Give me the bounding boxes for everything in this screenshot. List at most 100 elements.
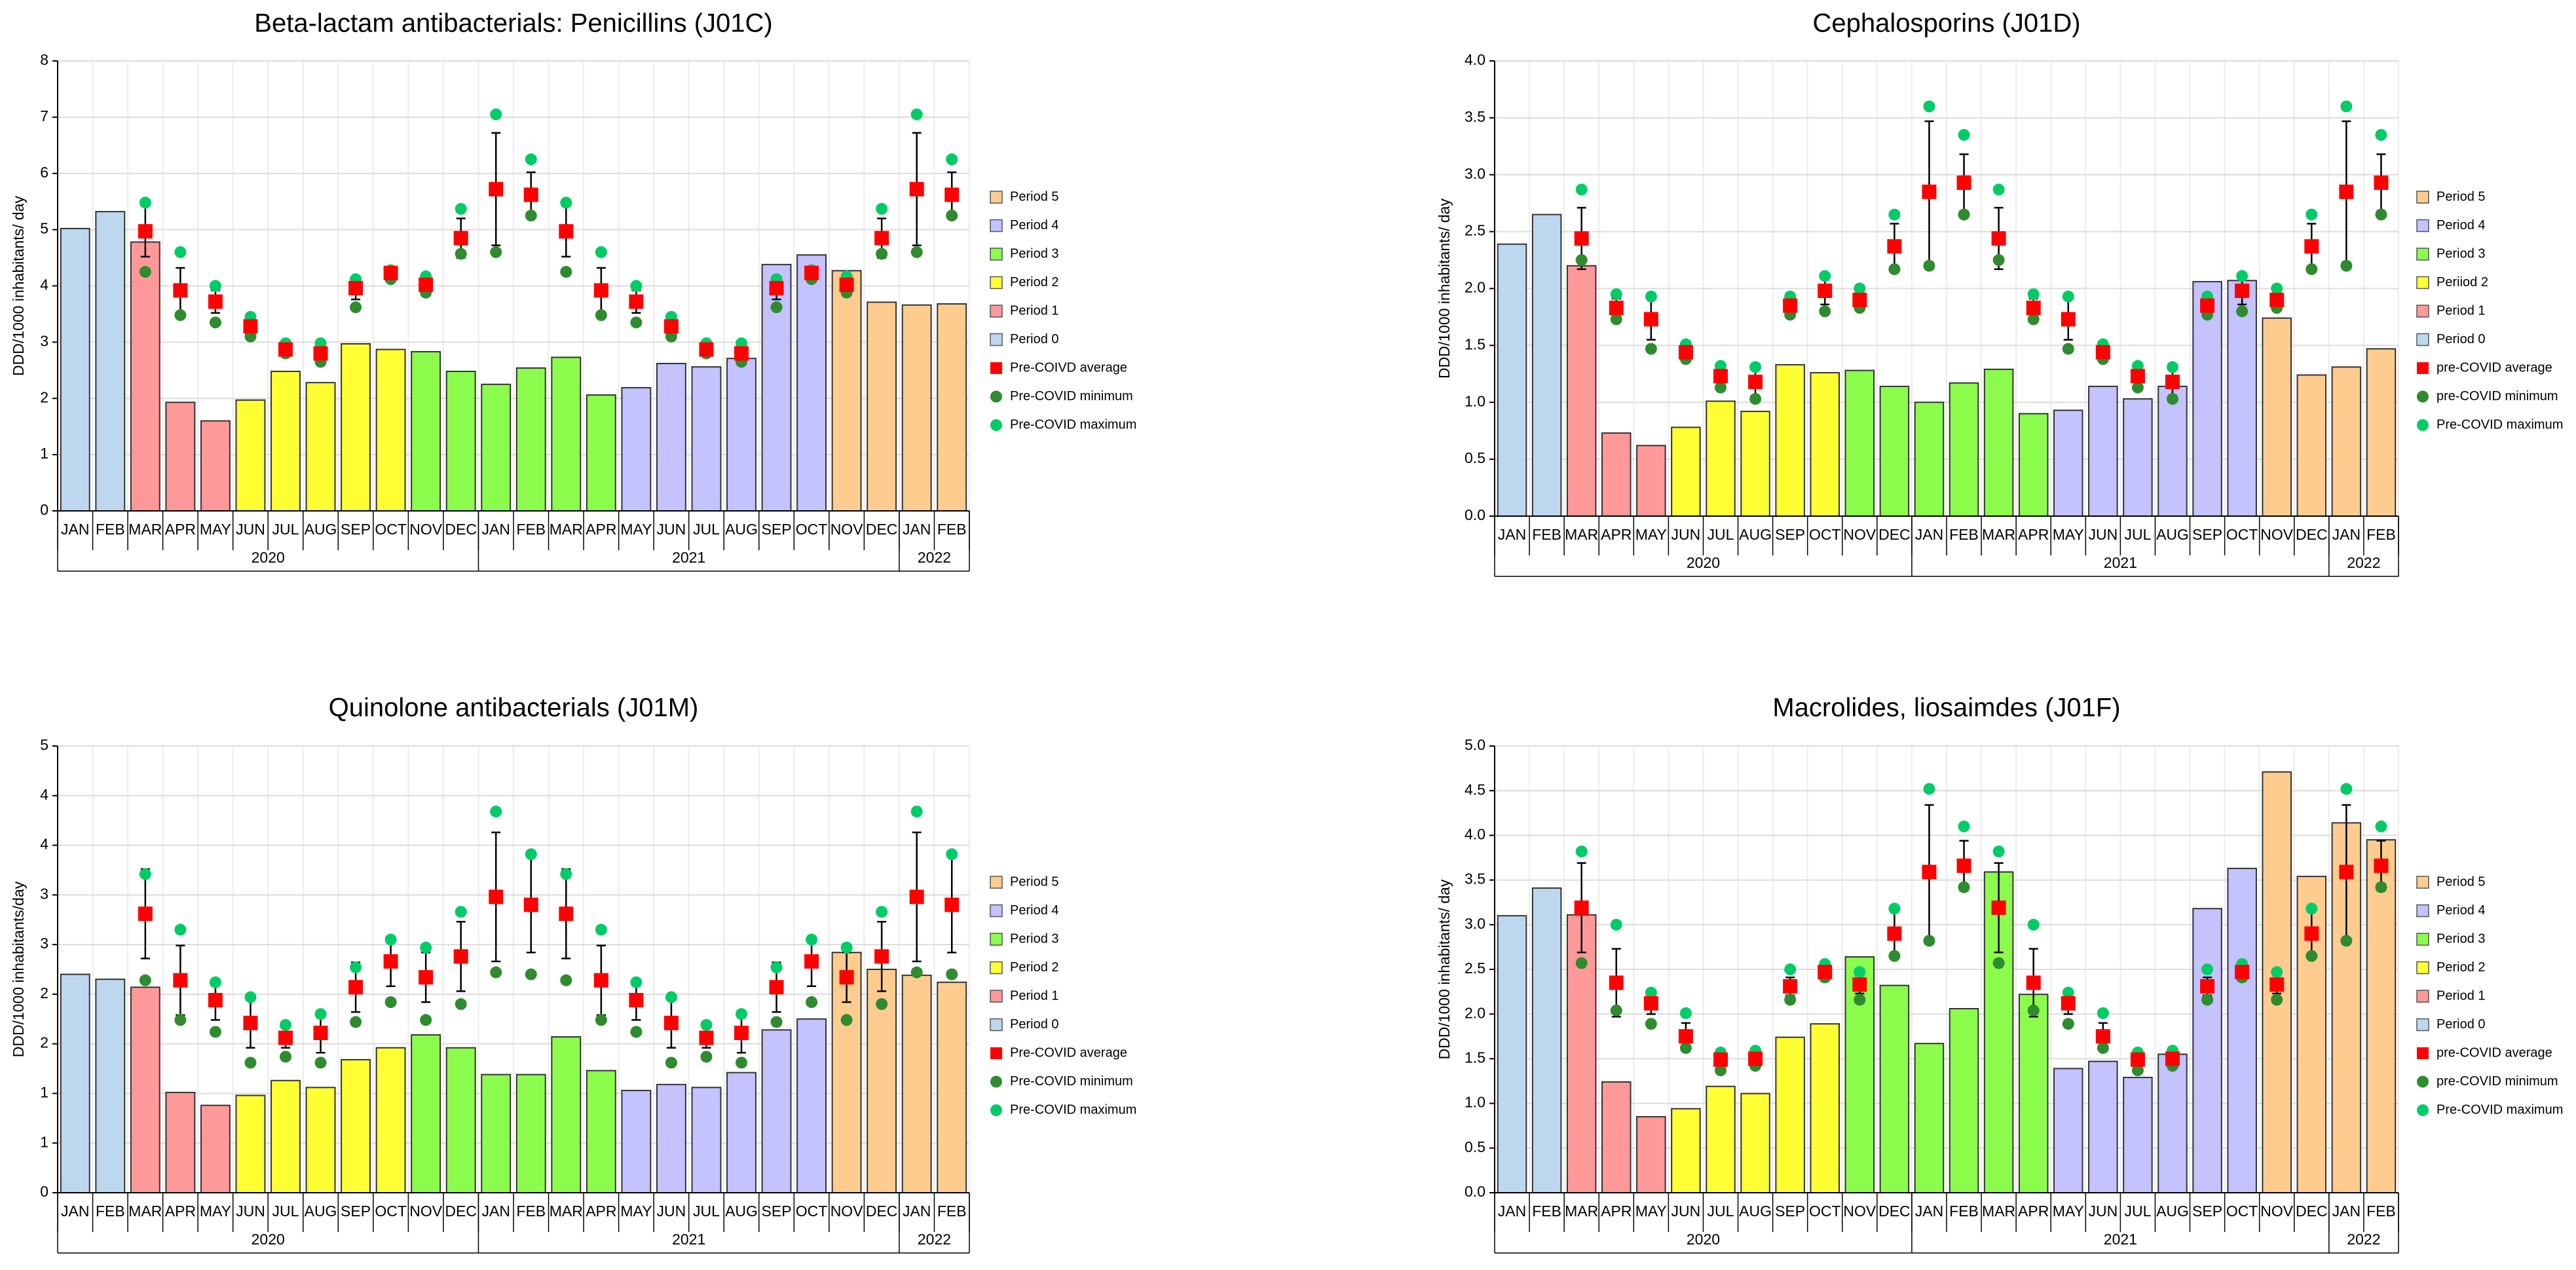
average-marker	[909, 889, 924, 905]
bar	[656, 363, 686, 512]
average-marker	[559, 224, 574, 239]
bar	[901, 304, 932, 512]
bar	[60, 973, 90, 1193]
bar	[1740, 1093, 1770, 1193]
y-tick-label: 5.0	[1465, 736, 1485, 753]
point-marker	[2062, 343, 2074, 355]
legend-swatch	[2416, 990, 2429, 1003]
point-marker	[2027, 313, 2040, 326]
x-tick-label: DEC	[866, 521, 898, 538]
point-marker	[1854, 282, 1866, 295]
y-tick-label: 0	[40, 1183, 48, 1200]
legend-label: Period 1	[1010, 988, 1059, 1003]
point-marker	[2062, 986, 2074, 999]
chart-title: Cephalosporins (J01D)	[1812, 9, 2080, 38]
average-marker	[173, 973, 188, 988]
x-tick-label: DEC	[1878, 1203, 1911, 1220]
legend-swatch	[2417, 390, 2429, 403]
bar	[1879, 984, 1910, 1193]
legend-swatch	[990, 219, 1003, 233]
legend-swatch	[2416, 933, 2429, 946]
point-marker	[910, 246, 923, 258]
point-marker	[209, 976, 221, 988]
legend-label: Period 3	[2436, 246, 2486, 261]
legend-swatch	[990, 419, 1002, 431]
point-marker	[1992, 957, 2005, 969]
average-marker	[1748, 1051, 1763, 1066]
legend-label: Pre-COVID minimum	[1010, 1074, 1133, 1089]
point-marker	[1645, 343, 1657, 355]
bar	[341, 1058, 371, 1193]
point-marker	[384, 996, 397, 1009]
bar	[60, 227, 90, 512]
average-marker	[874, 231, 889, 246]
average-marker	[1713, 369, 1728, 384]
bar	[200, 420, 231, 512]
legend-swatch	[990, 904, 1003, 918]
y-tick-label: 1.5	[1465, 1049, 1485, 1066]
legend-label: Period 2	[2436, 960, 2486, 975]
x-tick-label: FEB	[96, 1203, 125, 1220]
y-tick-label: 5	[40, 220, 48, 237]
x-tick-label: NOV	[2260, 1203, 2294, 1220]
average-marker	[2235, 965, 2250, 980]
x-tick-label: JAN	[1498, 526, 1526, 543]
point-marker	[2167, 393, 2178, 405]
point-marker	[630, 1026, 643, 1038]
average-marker	[1643, 312, 1658, 327]
legend-label: Period 1	[2436, 988, 2486, 1003]
point-marker	[665, 1056, 677, 1069]
average-marker	[2339, 865, 2354, 880]
x-tick-label: FEB	[516, 1203, 546, 1220]
x-tick-label: AUG	[2156, 526, 2189, 543]
average-marker	[2304, 239, 2319, 254]
point-marker	[490, 246, 502, 258]
bar	[1531, 214, 1562, 517]
average-marker	[1678, 1029, 1693, 1044]
point-marker	[910, 806, 923, 818]
legend-label: Period 0	[2436, 1017, 2486, 1032]
bar	[1601, 1081, 1632, 1194]
point-marker	[2375, 128, 2387, 141]
y-axis-title: DDD/1000 inhabitants/ day	[10, 196, 27, 376]
point-marker	[736, 1008, 747, 1020]
legend-label: Period 3	[1010, 246, 1059, 261]
average-marker	[734, 1025, 749, 1040]
x-tick-label: OCT	[1809, 1203, 1841, 1220]
point-marker	[139, 974, 151, 986]
legend-swatch	[990, 1018, 1003, 1032]
legend-label: Pre-COIVD average	[1010, 360, 1127, 375]
y-tick-label: 3.0	[1465, 915, 1485, 932]
bar	[726, 358, 756, 512]
x-tick-label: FEB	[937, 1203, 967, 1220]
x-tick-label: FEB	[96, 521, 125, 538]
bar	[271, 1079, 301, 1193]
point-marker	[174, 309, 187, 322]
x-tick-label: JAN	[61, 1203, 89, 1220]
average-marker	[2061, 996, 2076, 1011]
average-marker	[138, 906, 153, 922]
legend-label: Period 4	[1010, 218, 1059, 233]
legend-swatch	[990, 1047, 1002, 1059]
bar	[305, 1087, 336, 1193]
bar	[2192, 908, 2222, 1194]
average-marker	[1609, 975, 1624, 990]
legend-label: Pre-COVID minimum	[1010, 389, 1133, 403]
bar	[2157, 1053, 2188, 1193]
bar	[1740, 411, 1770, 517]
bar	[1566, 265, 1597, 517]
point-marker	[2236, 270, 2249, 282]
point-marker	[1679, 1007, 1692, 1019]
point-marker	[244, 991, 257, 1003]
legend-label: Period 4	[2436, 903, 2486, 918]
y-tick-label: 2.5	[1465, 960, 1485, 977]
legend-label: pre-COVID average	[2436, 1045, 2552, 1060]
y-tick-label: 4	[40, 276, 48, 293]
x-tick-label: FEB	[1532, 1203, 1561, 1220]
bar	[1497, 915, 1527, 1194]
point-marker	[314, 1008, 327, 1020]
x-tick-label: AUG	[2156, 1203, 2189, 1220]
point-marker	[455, 248, 467, 260]
legend-label: Period 2	[1010, 960, 1059, 975]
